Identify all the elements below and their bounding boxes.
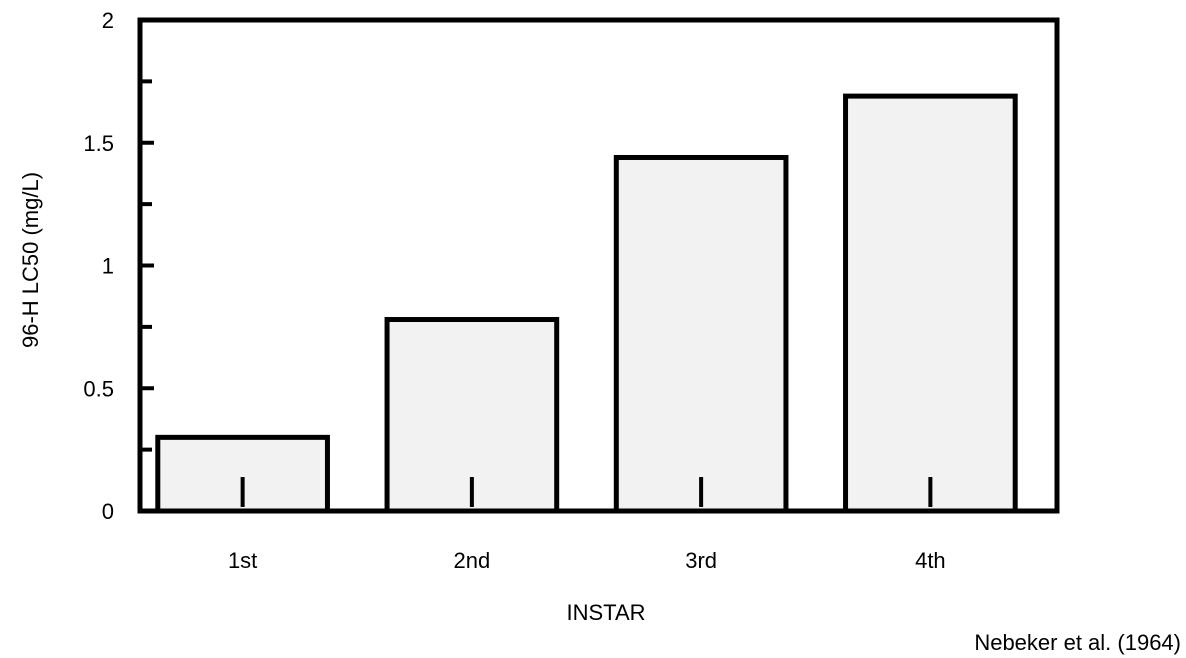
source-credit: Nebeker et al. (1964)	[974, 630, 1181, 655]
y-tick-label: 2	[102, 8, 114, 33]
y-tick-label: 0	[102, 499, 114, 524]
x-tick-label: 3rd	[685, 548, 717, 573]
x-tick-label: 2nd	[454, 548, 491, 573]
y-axis-ticks: 0 0.5 1 1.5 2	[83, 8, 154, 524]
x-tick-label: 1st	[228, 548, 257, 573]
y-tick-label: 1	[102, 254, 114, 279]
bar-3rd	[613, 154, 789, 514]
bars	[155, 93, 1018, 514]
minor-ticks	[138, 79, 152, 452]
y-tick-label: 1.5	[83, 131, 114, 156]
x-tick-label: 4th	[915, 548, 946, 573]
x-axis-title: INSTAR	[566, 600, 645, 625]
bar-4th	[843, 93, 1018, 514]
y-axis-title: 96-H LC50 (mg/L)	[18, 172, 43, 348]
x-axis-tick-labels: 1st 2nd 3rd 4th	[228, 548, 946, 573]
y-tick-label: 0.5	[83, 376, 114, 401]
